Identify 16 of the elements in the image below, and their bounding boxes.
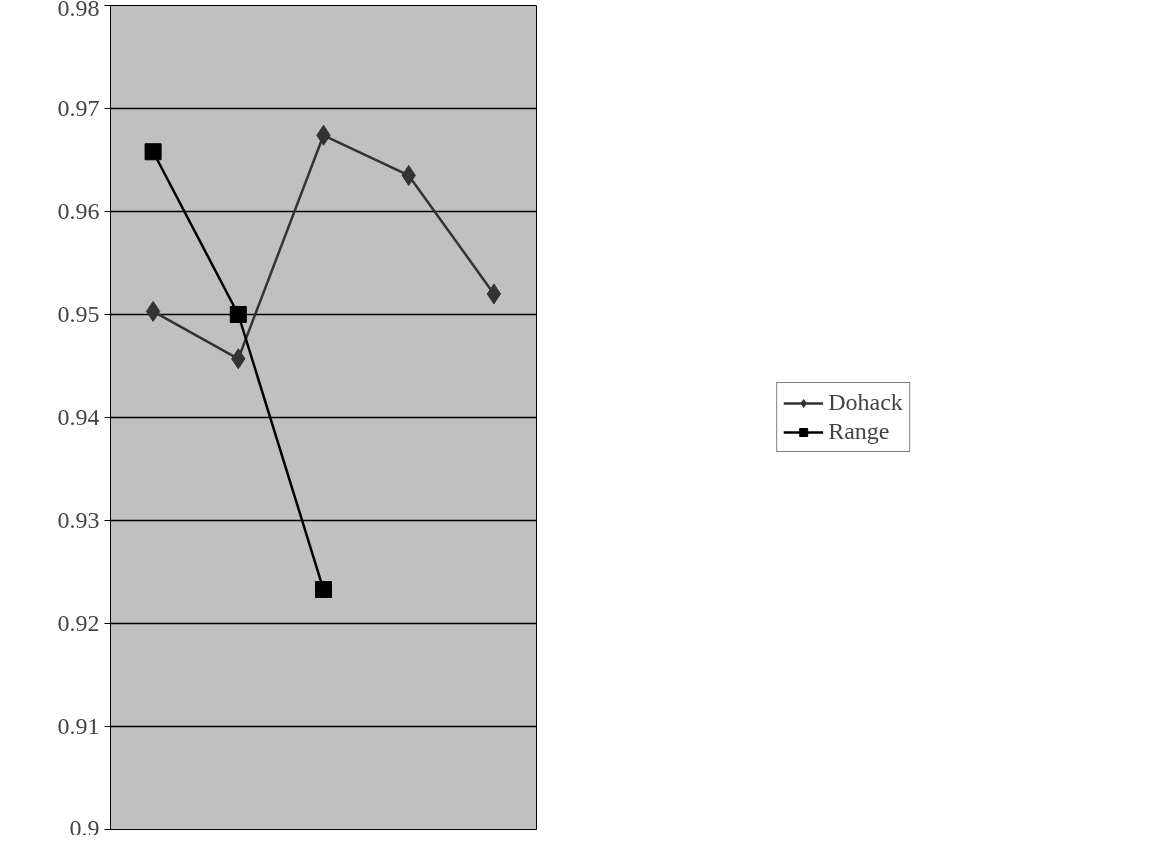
legend-label: Range [828,418,890,445]
y-tick-label: 0.9 [69,814,100,841]
point [229,306,247,323]
legend-label: Dohack [828,389,903,416]
point [486,283,502,305]
point [145,300,161,322]
y-tick-label: 0.91 [57,713,100,739]
y-tick-label: 0.92 [57,610,100,636]
point [315,581,332,599]
y-tick-label: 0.94 [57,404,100,430]
y-tick-label: 0.93 [57,507,100,533]
point [144,143,162,161]
y-tick-label: 0.97 [57,95,100,121]
y-tick-label: 0.98 [57,0,100,21]
y-tick-label: 0.96 [57,198,100,224]
y-tick-label: 0.95 [57,301,100,327]
